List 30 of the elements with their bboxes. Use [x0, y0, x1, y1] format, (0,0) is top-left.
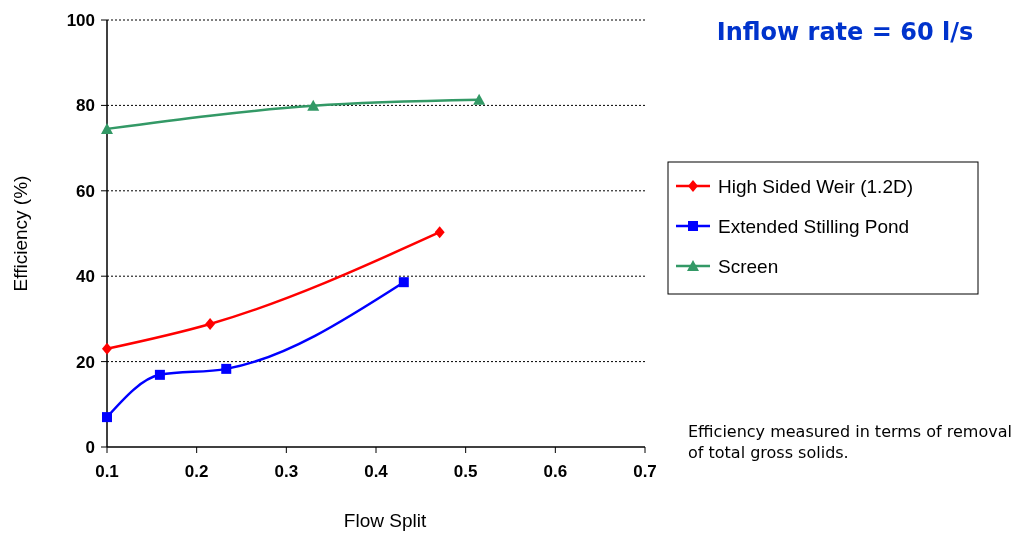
x-tick-label: 0.3 [274, 462, 299, 481]
y-tick-label: 40 [76, 267, 95, 287]
x-axis-title: Flow Split [343, 510, 427, 531]
y-tick-label: 100 [66, 10, 95, 30]
y-tick-label: 20 [76, 352, 95, 372]
legend-label: Extended Stilling Pond [718, 215, 910, 237]
y-axis-title: Efficiency (%) [10, 175, 31, 292]
point [434, 226, 445, 239]
x-tick-label: 0.7 [633, 462, 657, 481]
x-tick-label: 0.1 [95, 462, 119, 481]
x-tick-label: 0.2 [184, 462, 209, 481]
point [102, 342, 112, 355]
text: Inflow rate = 60 l/s [716, 18, 974, 46]
point [154, 369, 165, 380]
point [205, 318, 216, 331]
x-tick-label: 0.5 [453, 462, 478, 481]
x-tick-label: 0.6 [543, 462, 568, 481]
text: Efficiency measured in terms of removal of total gross solids. [688, 422, 1012, 462]
y-tick-label: 0 [85, 437, 95, 457]
y-tick-label: 60 [76, 181, 95, 201]
x-tick-label: 0.4 [364, 462, 389, 481]
y-tick-label: 80 [76, 96, 95, 116]
point [102, 412, 112, 423]
point [307, 99, 320, 111]
legend-label: Screen [718, 255, 779, 277]
point [101, 122, 113, 134]
point [398, 277, 409, 288]
legend-label: High Sided Weir (1.2D) [718, 175, 914, 197]
point [221, 363, 232, 374]
point [473, 93, 486, 105]
